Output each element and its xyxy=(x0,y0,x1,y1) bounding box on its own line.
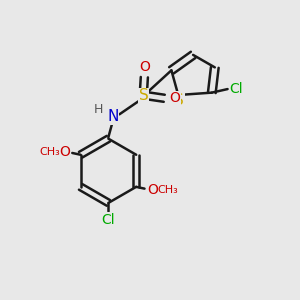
Text: Cl: Cl xyxy=(230,82,243,96)
Text: Cl: Cl xyxy=(102,213,115,227)
Text: O: O xyxy=(169,91,180,105)
Text: H: H xyxy=(94,103,103,116)
Text: O: O xyxy=(147,183,158,197)
Text: N: N xyxy=(107,109,118,124)
Text: O: O xyxy=(59,145,70,159)
Text: S: S xyxy=(139,88,148,104)
Text: CH₃: CH₃ xyxy=(39,147,60,158)
Text: S: S xyxy=(174,93,184,108)
Text: O: O xyxy=(139,60,150,74)
Text: CH₃: CH₃ xyxy=(158,185,178,195)
